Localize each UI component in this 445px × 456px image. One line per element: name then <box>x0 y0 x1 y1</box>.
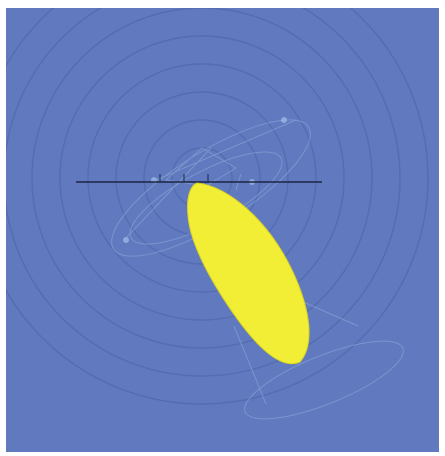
ring <box>115 91 289 265</box>
ring <box>31 8 373 349</box>
marker-dot <box>123 237 129 243</box>
ring <box>87 63 317 293</box>
lower-orbit-ellipse <box>244 340 404 420</box>
ring <box>6 8 401 377</box>
yellow-leaf-shape <box>187 182 310 365</box>
marker-dot <box>281 117 287 123</box>
strut-line <box>233 325 267 405</box>
wire-cone <box>164 147 237 187</box>
ring <box>59 35 345 321</box>
ring <box>6 8 429 405</box>
render-canvas <box>6 8 439 452</box>
render-viewport <box>6 8 439 452</box>
strut-line <box>155 119 297 181</box>
axis-ticks <box>159 174 209 182</box>
